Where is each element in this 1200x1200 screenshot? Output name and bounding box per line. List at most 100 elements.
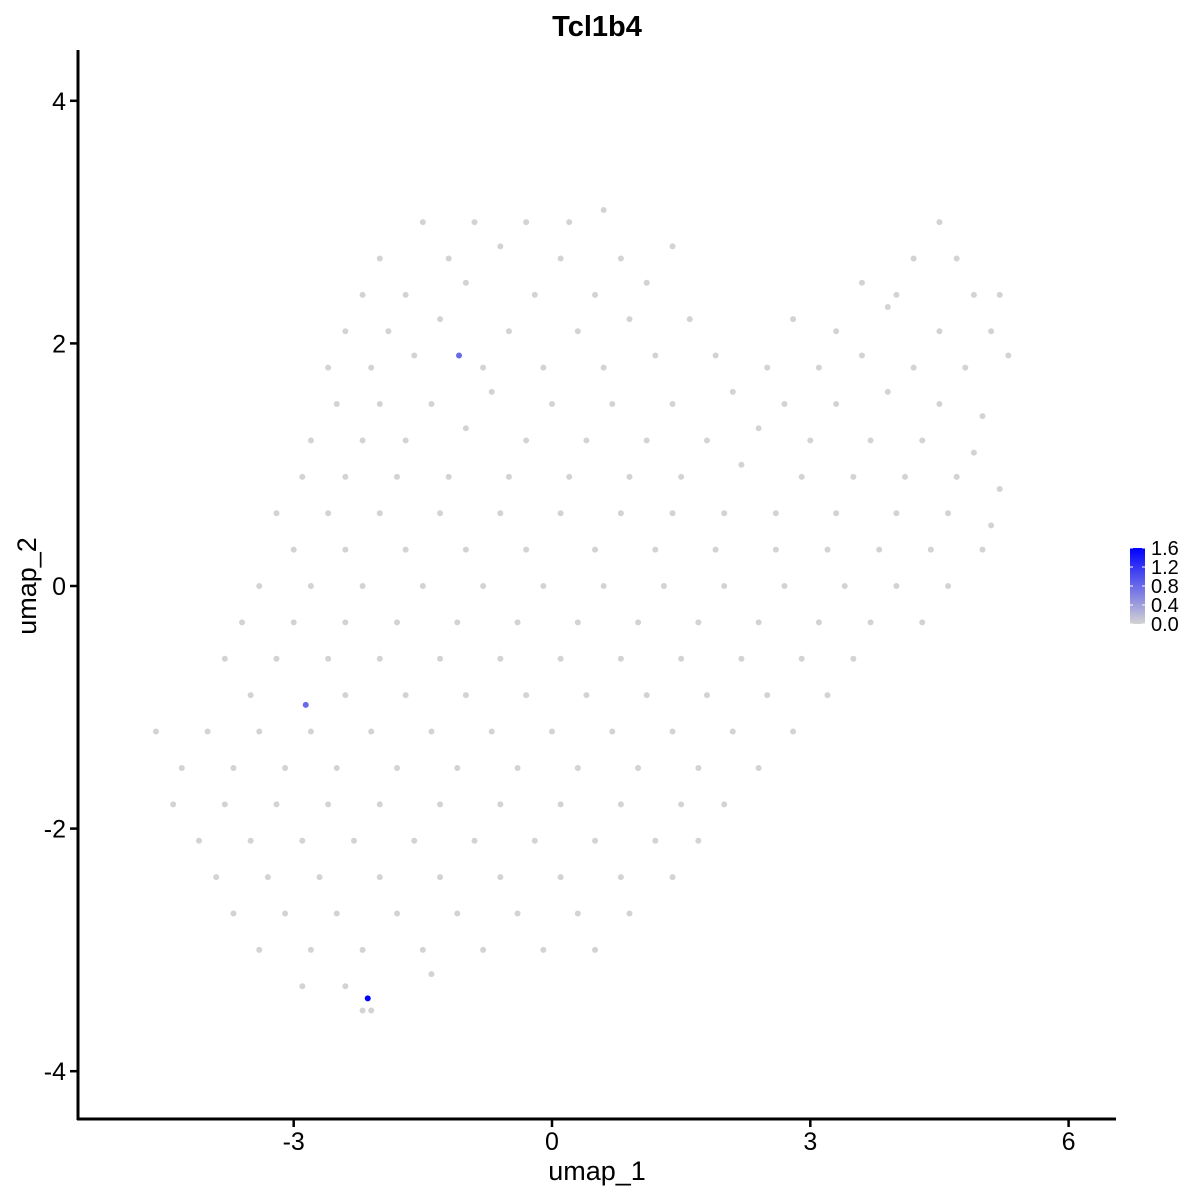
cell-point (342, 619, 349, 626)
cell-point (411, 837, 418, 844)
cell-point (824, 546, 831, 553)
cell-point (566, 219, 573, 226)
y-tick-label: -4 (44, 1058, 66, 1086)
cell-point (273, 510, 280, 517)
cell-point (523, 437, 530, 444)
cell-point (394, 764, 401, 771)
cell-point (514, 764, 521, 771)
cell-point (721, 510, 728, 517)
cell-point (1005, 352, 1012, 359)
cell-point (600, 206, 607, 213)
cell-point (290, 619, 297, 626)
cell-point (419, 946, 426, 953)
cell-point (368, 364, 375, 371)
cell-point (669, 401, 676, 408)
cell-point (764, 364, 771, 371)
cell-point (273, 801, 280, 808)
cell-point (359, 583, 366, 589)
cell-point (437, 655, 444, 662)
cell-point (790, 728, 797, 735)
cell-point (402, 546, 409, 553)
cell-point (583, 437, 590, 444)
cell-point (764, 692, 771, 699)
cell-point (945, 583, 952, 589)
cell-point (833, 328, 840, 335)
cell-point (376, 655, 383, 662)
cell-point (617, 510, 624, 517)
cell-point (394, 619, 401, 626)
cell-point (729, 388, 736, 395)
cell-point (729, 728, 736, 735)
cell-point (247, 692, 254, 699)
cell-point (523, 219, 530, 226)
cell-point (936, 328, 943, 335)
cell-point (359, 437, 366, 444)
cell-point (790, 316, 797, 323)
cell-point (850, 655, 857, 662)
cell-point (454, 910, 461, 917)
cell-point (376, 510, 383, 517)
x-axis-label: umap_1 (548, 1156, 646, 1186)
cell-point (936, 219, 943, 226)
cell-point (557, 655, 564, 662)
cell-point (290, 546, 297, 553)
expressed-cell-point (302, 701, 309, 708)
cell-point (247, 837, 254, 844)
cell-point (333, 910, 340, 917)
cell-point (781, 583, 788, 589)
cell-point (213, 874, 220, 881)
cell-point (669, 728, 676, 735)
cell-point (462, 546, 469, 553)
cell-point (841, 583, 848, 589)
cell-point (256, 946, 263, 953)
cell-point (669, 874, 676, 881)
cell-point (419, 219, 426, 226)
colorbar-legend: 1.61.20.80.40.0 (1130, 538, 1179, 636)
cell-point (273, 655, 280, 662)
cell-point (514, 910, 521, 917)
cell-point (592, 946, 599, 953)
cell-point (772, 510, 779, 517)
cell-point (867, 619, 874, 626)
cell-point (540, 583, 547, 589)
cell-point (437, 316, 444, 323)
cell-point (178, 764, 185, 771)
cell-point (342, 473, 349, 480)
cell-point (342, 692, 349, 699)
cell-point (755, 619, 762, 626)
cell-point (437, 874, 444, 881)
cell-point (333, 764, 340, 771)
cell-point (635, 764, 642, 771)
cell-point (893, 510, 900, 517)
y-tick-label: 4 (52, 88, 66, 116)
cell-point (325, 364, 332, 371)
cell-point (376, 801, 383, 808)
cell-point (953, 255, 960, 262)
cell-point (282, 764, 289, 771)
cell-point (299, 837, 306, 844)
expressed-cell-point (456, 352, 463, 359)
cell-point (454, 619, 461, 626)
cell-point (884, 304, 891, 311)
cell-point (462, 425, 469, 432)
cell-point (858, 352, 865, 359)
cell-point (755, 425, 762, 432)
y-tick-label: 0 (52, 573, 66, 601)
cell-point (428, 728, 435, 735)
cell-point (850, 473, 857, 480)
cell-point (962, 364, 969, 371)
colorbar-ticks: 1.61.20.80.40.0 (1130, 538, 1179, 636)
cell-point (574, 764, 581, 771)
cell-point (635, 619, 642, 626)
cell-point (437, 801, 444, 808)
cell-point (557, 801, 564, 808)
cell-point (411, 352, 418, 359)
cell-point (445, 255, 452, 262)
cell-point (703, 692, 710, 699)
cell-point (540, 946, 547, 953)
cell-point (488, 728, 495, 735)
cell-point (264, 874, 271, 881)
cell-point (902, 473, 909, 480)
cell-point (488, 388, 495, 395)
cell-point (342, 546, 349, 553)
